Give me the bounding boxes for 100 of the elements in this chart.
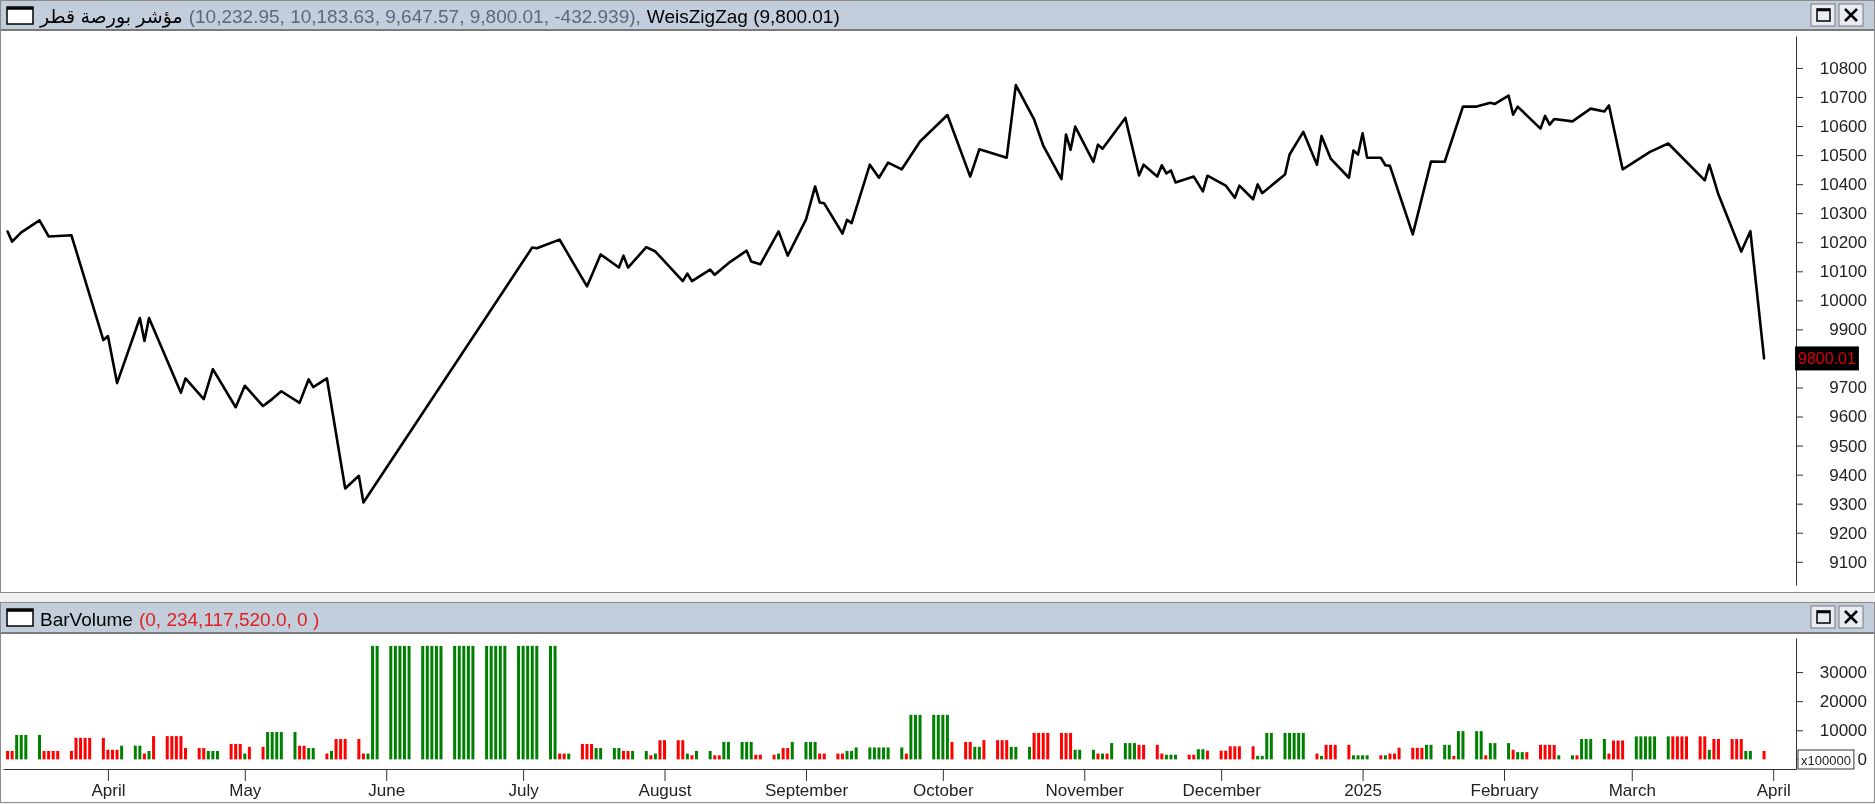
- bar: [51, 750, 55, 760]
- bar: [1219, 750, 1223, 760]
- bar: [968, 741, 972, 760]
- bar: [407, 645, 411, 760]
- bar: [1228, 746, 1232, 760]
- bar: [1046, 732, 1050, 760]
- bar: [147, 750, 151, 760]
- bar: [270, 732, 274, 760]
- bar: [1224, 750, 1228, 760]
- x-tick-label: April: [91, 781, 126, 801]
- bar: [1748, 750, 1752, 760]
- bar: [1456, 731, 1460, 760]
- bar: [1361, 755, 1365, 760]
- y-tick-label: 10000: [1819, 291, 1867, 311]
- bar: [1552, 744, 1556, 760]
- y-tick-label: 9500: [1829, 436, 1867, 456]
- x-tick-label: July: [508, 781, 540, 801]
- y-tick-label: 20000: [1819, 692, 1867, 712]
- bar: [1744, 750, 1748, 760]
- bar: [1123, 743, 1127, 760]
- text: WeisZigZag (9,800.01): [646, 5, 840, 27]
- bar: [722, 741, 726, 760]
- bar: [694, 750, 698, 760]
- bar: [261, 746, 265, 760]
- bar: [152, 736, 156, 760]
- bar: [279, 732, 283, 760]
- bar: [402, 645, 406, 760]
- line-series: [6, 83, 1766, 504]
- bar: [1520, 752, 1524, 760]
- bar: [1415, 747, 1419, 760]
- bar: [868, 747, 872, 760]
- bar: [1320, 755, 1324, 760]
- bar: [918, 714, 922, 760]
- y-tick-label: 9300: [1829, 494, 1867, 514]
- bar: [389, 645, 393, 760]
- bar: [229, 743, 233, 760]
- bar: [485, 645, 489, 760]
- bar: [1634, 736, 1638, 760]
- bar: [421, 645, 425, 760]
- bar: [489, 645, 493, 760]
- bar: [138, 745, 142, 760]
- bar: [872, 747, 876, 760]
- bar: [42, 750, 46, 760]
- bar: [38, 734, 41, 760]
- bar: [663, 740, 667, 760]
- bar: [886, 747, 890, 760]
- bar: [553, 645, 557, 760]
- bar: [79, 737, 83, 760]
- bar: [503, 645, 507, 760]
- bar: [174, 736, 178, 760]
- bar: [170, 736, 174, 760]
- bar: [1288, 732, 1292, 760]
- bar: [6, 750, 10, 760]
- bar: [1557, 755, 1561, 760]
- bar: [1616, 740, 1620, 760]
- bar: [375, 645, 379, 760]
- bar: [1137, 744, 1141, 760]
- bar: [1000, 740, 1004, 760]
- y-tick-label: 9100: [1829, 552, 1867, 572]
- bar: [1256, 755, 1260, 760]
- bar: [631, 750, 635, 760]
- bar: [1716, 739, 1720, 760]
- bar: [950, 741, 954, 760]
- chart-title: BarVolume: [40, 608, 133, 629]
- bar: [1265, 732, 1269, 760]
- bar: [658, 740, 662, 760]
- bar: [1283, 732, 1287, 760]
- bar: [1443, 744, 1447, 760]
- bar: [1675, 736, 1679, 760]
- bar: [202, 748, 206, 760]
- x-tick-label: September: [764, 781, 849, 801]
- bar: [526, 645, 530, 760]
- bar: [1292, 732, 1296, 760]
- bar: [1009, 746, 1013, 760]
- bar: [521, 645, 525, 760]
- bar: [1461, 731, 1465, 760]
- x-tick-label: December: [1182, 781, 1262, 801]
- bar: [339, 739, 343, 760]
- bar: [247, 746, 251, 760]
- y-tick-label: 9900: [1829, 320, 1867, 340]
- text: (10,232.95, 10,183.63, 9,647.57, 9,800.01, -432.939),: [188, 5, 641, 27]
- chart-title: مؤشر بورصة قطر: [39, 5, 183, 28]
- bar: [580, 743, 584, 760]
- x-tick-label: October: [913, 781, 974, 801]
- bar: [1671, 736, 1675, 760]
- bar: [1548, 744, 1552, 760]
- bar: [1612, 740, 1616, 760]
- bar: [1201, 749, 1205, 760]
- bar: [1602, 739, 1606, 760]
- y-tick-label: 10300: [1819, 204, 1867, 224]
- bar: [1666, 736, 1670, 760]
- bar: [302, 745, 306, 760]
- bar: [293, 732, 297, 760]
- y-tick-label: 10400: [1819, 175, 1867, 195]
- y-tick-label: 0: [1857, 750, 1867, 770]
- bar: [1539, 744, 1543, 760]
- bar: [1420, 747, 1424, 760]
- x-tick-label: April: [1756, 781, 1791, 801]
- bar: [1685, 736, 1688, 760]
- bar: [517, 645, 521, 760]
